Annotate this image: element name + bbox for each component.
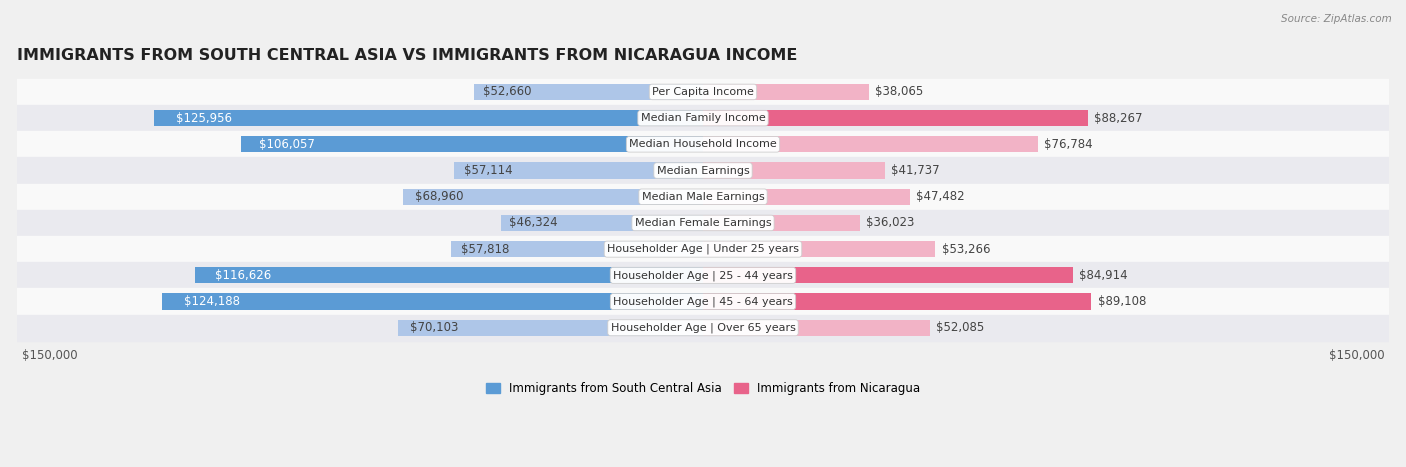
Text: Median Female Earnings: Median Female Earnings bbox=[634, 218, 772, 228]
Text: Source: ZipAtlas.com: Source: ZipAtlas.com bbox=[1281, 14, 1392, 24]
Text: $84,914: $84,914 bbox=[1080, 269, 1128, 282]
Bar bbox=[402, 189, 703, 205]
Bar bbox=[195, 267, 703, 283]
Text: $124,188: $124,188 bbox=[184, 295, 239, 308]
Bar bbox=[398, 319, 703, 336]
Text: Householder Age | 25 - 44 years: Householder Age | 25 - 44 years bbox=[613, 270, 793, 281]
Bar bbox=[454, 163, 703, 179]
Text: $38,065: $38,065 bbox=[876, 85, 924, 99]
Text: Per Capita Income: Per Capita Income bbox=[652, 87, 754, 97]
Bar bbox=[703, 241, 935, 257]
Bar bbox=[0, 105, 1406, 131]
Text: $47,482: $47,482 bbox=[917, 190, 965, 203]
Text: IMMIGRANTS FROM SOUTH CENTRAL ASIA VS IMMIGRANTS FROM NICARAGUA INCOME: IMMIGRANTS FROM SOUTH CENTRAL ASIA VS IM… bbox=[17, 48, 797, 63]
Bar bbox=[0, 210, 1406, 236]
Text: Median Male Earnings: Median Male Earnings bbox=[641, 192, 765, 202]
Text: $76,784: $76,784 bbox=[1045, 138, 1092, 151]
Bar bbox=[0, 289, 1406, 315]
Bar bbox=[703, 110, 1087, 126]
Bar bbox=[162, 293, 703, 310]
Text: Householder Age | 45 - 64 years: Householder Age | 45 - 64 years bbox=[613, 296, 793, 307]
Text: Householder Age | Over 65 years: Householder Age | Over 65 years bbox=[610, 323, 796, 333]
Text: $41,737: $41,737 bbox=[891, 164, 941, 177]
Text: $68,960: $68,960 bbox=[415, 190, 463, 203]
Text: $89,108: $89,108 bbox=[1098, 295, 1146, 308]
Bar bbox=[703, 319, 929, 336]
Bar bbox=[0, 131, 1406, 157]
Bar bbox=[474, 84, 703, 100]
Text: $52,085: $52,085 bbox=[936, 321, 984, 334]
Bar bbox=[501, 215, 703, 231]
Bar bbox=[703, 293, 1091, 310]
Text: Householder Age | Under 25 years: Householder Age | Under 25 years bbox=[607, 244, 799, 255]
Text: $116,626: $116,626 bbox=[215, 269, 271, 282]
Bar bbox=[703, 163, 884, 179]
Bar bbox=[0, 184, 1406, 210]
Text: $106,057: $106,057 bbox=[260, 138, 315, 151]
Bar bbox=[0, 157, 1406, 184]
Text: $125,956: $125,956 bbox=[176, 112, 232, 125]
Text: $46,324: $46,324 bbox=[509, 216, 558, 229]
Bar bbox=[0, 262, 1406, 289]
Text: $70,103: $70,103 bbox=[409, 321, 458, 334]
Text: Median Household Income: Median Household Income bbox=[628, 139, 778, 149]
Bar bbox=[0, 315, 1406, 341]
Bar bbox=[240, 136, 703, 152]
Bar bbox=[155, 110, 703, 126]
Bar bbox=[0, 236, 1406, 262]
Text: Median Family Income: Median Family Income bbox=[641, 113, 765, 123]
Legend: Immigrants from South Central Asia, Immigrants from Nicaragua: Immigrants from South Central Asia, Immi… bbox=[481, 378, 925, 400]
Bar bbox=[0, 79, 1406, 105]
Bar bbox=[451, 241, 703, 257]
Text: $88,267: $88,267 bbox=[1094, 112, 1143, 125]
Text: $53,266: $53,266 bbox=[942, 243, 990, 255]
Text: $36,023: $36,023 bbox=[866, 216, 915, 229]
Bar bbox=[703, 215, 860, 231]
Bar bbox=[703, 189, 910, 205]
Text: $57,114: $57,114 bbox=[464, 164, 513, 177]
Bar bbox=[703, 84, 869, 100]
Text: Median Earnings: Median Earnings bbox=[657, 165, 749, 176]
Bar bbox=[703, 267, 1073, 283]
Text: $52,660: $52,660 bbox=[482, 85, 531, 99]
Text: $57,818: $57,818 bbox=[461, 243, 509, 255]
Bar bbox=[703, 136, 1038, 152]
